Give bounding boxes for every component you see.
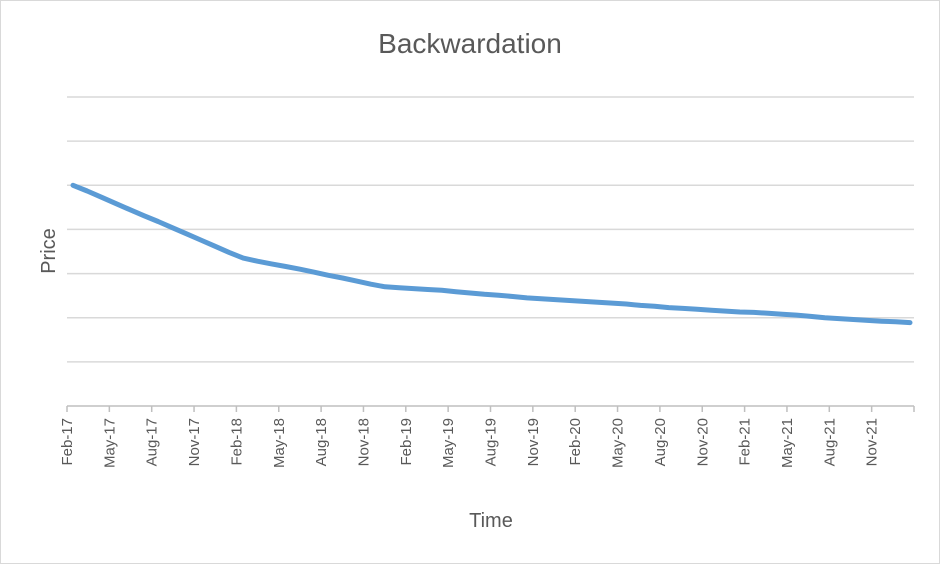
x-tick-label: May-20: [610, 418, 627, 468]
x-tick-label: May-19: [440, 418, 457, 468]
x-tick-label: Aug-21: [821, 418, 838, 466]
x-tick-label: May-21: [779, 418, 796, 468]
x-tick-label: Nov-20: [694, 418, 711, 466]
x-tick-label: Feb-17: [59, 418, 76, 466]
x-tick-label: Nov-19: [525, 418, 542, 466]
x-axis-ticks: Feb-17 May-17 Aug-17 Nov-17 Feb-18 May-18 Aug-…: [59, 406, 915, 468]
x-tick-label: Aug-17: [144, 418, 161, 466]
x-tick-label: Aug-18: [313, 418, 330, 466]
chart-title: Backwardation: [378, 28, 562, 59]
x-tick-label: Nov-18: [355, 418, 372, 466]
x-tick-label: Feb-19: [398, 418, 415, 466]
x-tick-label: May-17: [101, 418, 118, 468]
x-tick-label: May-18: [271, 418, 288, 468]
x-tick-label: Feb-18: [228, 418, 245, 466]
y-axis-title: Price: [38, 228, 60, 274]
x-tick-label: Aug-20: [652, 418, 669, 466]
x-tick-label: Nov-17: [186, 418, 203, 466]
x-tick-label: Nov-21: [864, 418, 881, 466]
x-tick-label: Feb-20: [567, 418, 584, 466]
x-axis-title: Time: [469, 510, 513, 532]
x-tick-label: Aug-19: [483, 418, 500, 466]
gridlines: [67, 96, 914, 363]
price-series-line: [70, 182, 913, 326]
series-layer: [70, 182, 913, 326]
x-tick-label: Feb-21: [737, 418, 754, 466]
